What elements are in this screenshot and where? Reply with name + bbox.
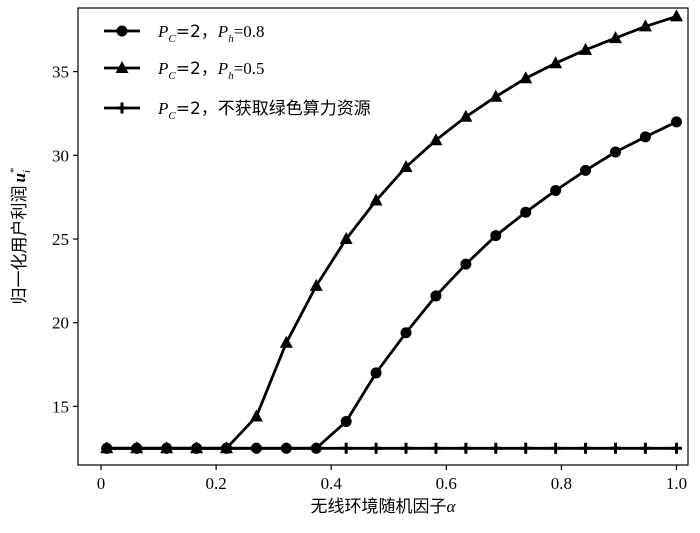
data-point-triangle: [669, 9, 683, 22]
legend-symbol: P: [157, 59, 168, 78]
legend-item-triangle: PC=2，Ph=0.5: [104, 59, 265, 82]
legend-label: PC=2，Ph=0.8: [157, 22, 265, 45]
legend-subscript-2: h: [228, 33, 234, 45]
y-tick-label: 30: [52, 146, 69, 165]
legend-subscript: C: [168, 70, 176, 82]
y-axis-title: 归一化用户利润 ui*: [8, 167, 33, 304]
legend-text-mid: =2，: [176, 59, 218, 79]
data-point-plus: [670, 442, 682, 454]
data-point-circle: [580, 164, 592, 176]
data-point-triangle: [369, 193, 383, 206]
x-axis-title: 无线环境随机因子α: [311, 497, 457, 517]
axes: 0 0.2 0.4 0.6 0.8 1.0 15 20 25 30 35 无线环境随机因子α 归一化用户…: [8, 7, 689, 517]
y-tick-label: 25: [52, 230, 69, 249]
legend: PC=2，Ph=0.8PC=2，Ph=0.5PC=2，不获取绿色算力资源: [104, 22, 371, 122]
y-axis-superscript: *: [8, 167, 20, 173]
y-axis-subscript: i: [21, 170, 33, 173]
data-point-plus: [639, 442, 651, 454]
legend-marker-plus: [116, 102, 128, 114]
x-tick-label: 0: [97, 474, 106, 493]
legend-marker-triangle: [115, 61, 129, 73]
series-line-triangle: [106, 15, 677, 450]
data-point-plus: [430, 442, 442, 454]
data-point-circle: [280, 442, 292, 454]
data-point-plus: [370, 442, 382, 454]
legend-symbol-2: P: [217, 22, 228, 41]
legend-text-tail: =0.8: [234, 22, 265, 41]
data-point-plus: [490, 442, 502, 454]
data-point-circle: [670, 116, 682, 128]
legend-symbol: P: [157, 22, 168, 41]
legend-symbol-2: P: [217, 59, 228, 78]
data-point-circle: [550, 184, 562, 196]
data-point-triangle: [309, 278, 323, 291]
legend-item-circle: PC=2，Ph=0.8: [104, 22, 265, 45]
y-tick-label: 20: [52, 314, 69, 333]
x-axis-title-text: 无线环境随机因子: [311, 497, 447, 517]
y-axis-title-text: 归一化用户利润: [10, 186, 30, 305]
data-point-triangle: [638, 19, 652, 32]
x-tick-label: 0.8: [551, 474, 572, 493]
data-point-plus: [400, 442, 412, 454]
x-tick-label: 0.6: [436, 474, 457, 493]
x-tick-label: 0.2: [205, 474, 226, 493]
data-point-triangle: [279, 335, 293, 348]
legend-marker-circle: [116, 25, 128, 37]
data-point-plus: [520, 442, 532, 454]
legend-label: PC=2，Ph=0.5: [157, 59, 265, 82]
y-tick-label: 35: [52, 63, 69, 82]
data-point-circle: [250, 442, 262, 454]
x-tick-label: 0.4: [321, 474, 343, 493]
y-axis-symbol: u: [10, 173, 29, 182]
data-point-circle: [101, 442, 113, 454]
data-point-plus: [460, 442, 472, 454]
data-point-triangle: [339, 232, 353, 245]
data-point-triangle: [579, 42, 593, 55]
data-point-triangle: [459, 109, 473, 122]
data-point-plus: [340, 442, 352, 454]
data-point-triangle: [489, 89, 503, 102]
x-tick-label: 1.0: [666, 474, 687, 493]
data-point-plus: [550, 442, 562, 454]
data-point-circle: [340, 415, 352, 427]
legend-subscript-2: h: [228, 70, 234, 82]
legend-symbol: P: [157, 99, 168, 118]
data-point-triangle: [249, 409, 263, 422]
data-point-plus: [580, 442, 592, 454]
data-point-plus: [609, 442, 621, 454]
data-point-triangle: [519, 71, 533, 84]
y-tick-label: 15: [52, 397, 69, 416]
data-point-circle: [460, 258, 472, 270]
legend-text-mid: =2，不获取绿色算力资源: [176, 99, 371, 119]
data-point-circle: [490, 230, 502, 242]
legend-item-plus: PC=2，不获取绿色算力资源: [104, 99, 371, 122]
x-axis-symbol: α: [447, 497, 457, 516]
data-point-circle: [520, 206, 532, 218]
data-point-circle: [191, 442, 203, 454]
data-point-triangle: [549, 56, 563, 69]
data-point-circle: [310, 442, 322, 454]
data-point-circle: [220, 442, 232, 454]
data-point-triangle: [608, 31, 622, 44]
legend-label: PC=2，不获取绿色算力资源: [157, 99, 371, 122]
data-point-circle: [400, 327, 412, 339]
data-point-triangle: [429, 133, 443, 146]
data-point-circle: [430, 290, 442, 302]
plot-frame: [77, 7, 689, 466]
data-point-circle: [370, 367, 382, 379]
legend-text-mid: =2，: [176, 22, 218, 42]
legend-text-tail: =0.5: [234, 59, 265, 78]
legend-subscript: C: [168, 110, 176, 122]
data-point-circle: [161, 442, 173, 454]
series-layer: [100, 9, 683, 454]
data-point-circle: [639, 131, 651, 143]
data-point-circle: [609, 146, 621, 158]
data-point-triangle: [399, 160, 413, 173]
data-point-circle: [131, 442, 143, 454]
series-circle: [101, 116, 682, 454]
legend-subscript: C: [168, 33, 176, 45]
